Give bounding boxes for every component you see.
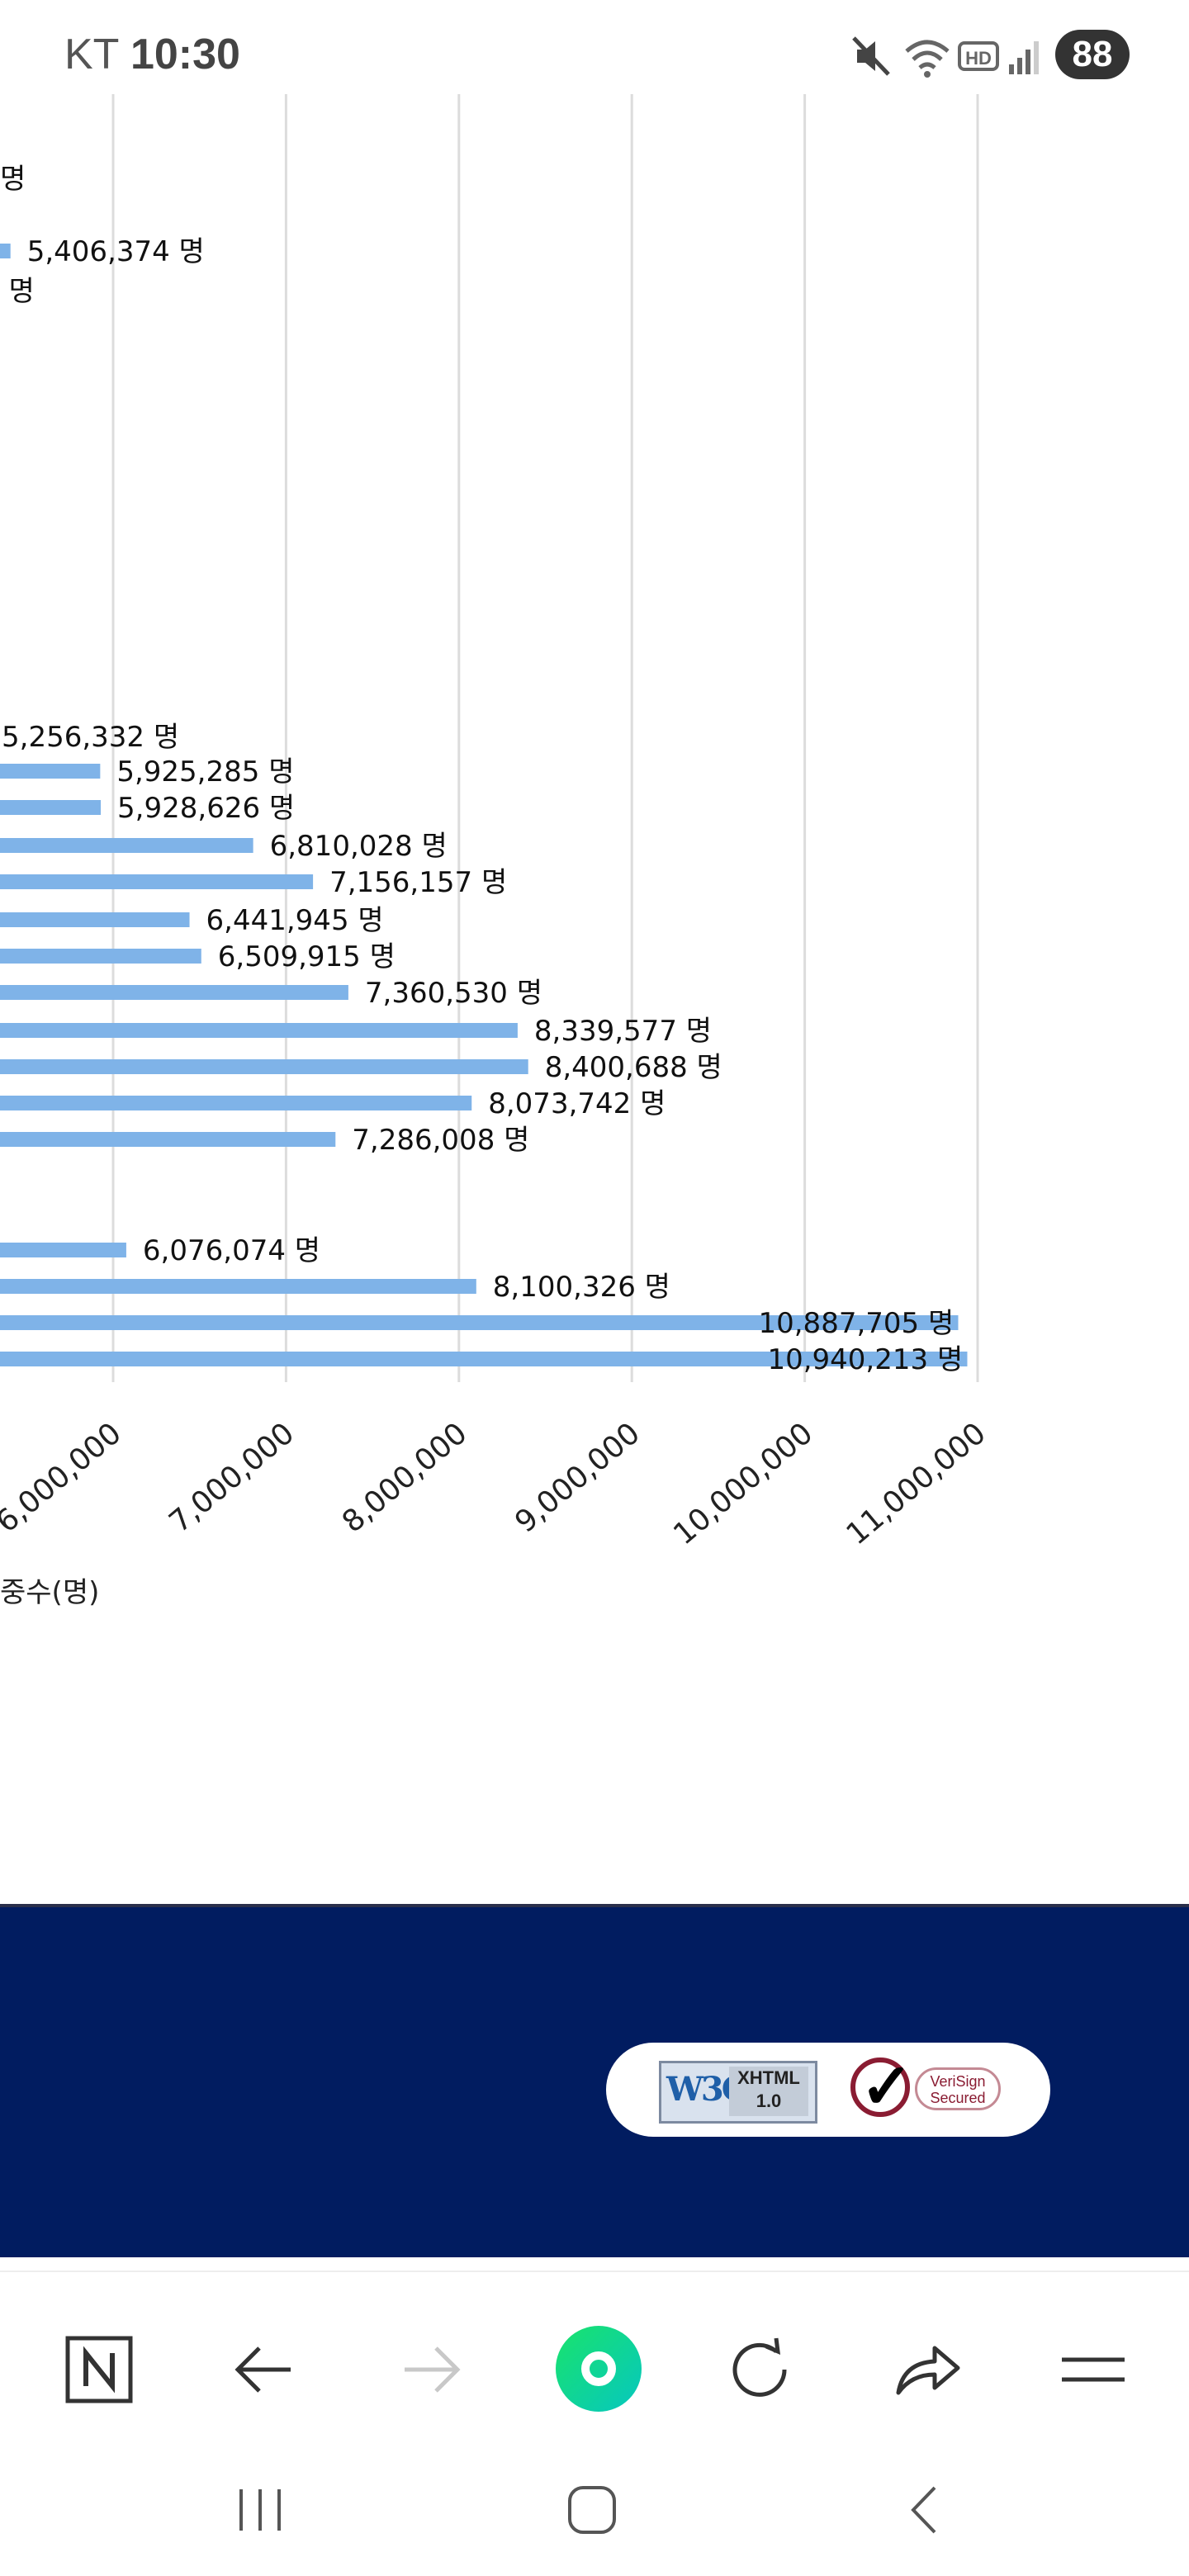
x-tick-label: 7,000,000 — [163, 1416, 301, 1539]
system-nav-bar — [0, 2460, 1189, 2576]
value-label: 5,406,374 명 — [27, 235, 205, 268]
x-axis-title: 중수(명) — [0, 1576, 99, 1609]
mute-icon — [852, 36, 890, 76]
x-tick-label: 11,000,000 — [841, 1416, 992, 1551]
xhtml-label: XHTML 1.0 — [729, 2067, 808, 2116]
recent-apps-icon[interactable] — [231, 2481, 289, 2539]
home-button-icon[interactable] — [563, 2481, 621, 2539]
bar — [0, 800, 102, 815]
bar — [0, 949, 201, 964]
value-label: 6,441,945 명 — [206, 904, 384, 937]
clock: 10:30 — [130, 31, 240, 78]
menu-icon[interactable] — [1052, 2328, 1135, 2411]
bar — [0, 1315, 959, 1330]
value-label: 5,928,626 명 — [117, 792, 295, 825]
bar — [0, 244, 11, 258]
back-nav-icon[interactable] — [897, 2481, 955, 2539]
bar — [0, 912, 190, 927]
share-icon[interactable] — [885, 2328, 968, 2411]
x-tick-labels: 6,000,000 7,000,000 8,000,000 9,000,000 10,0… — [0, 1416, 992, 1551]
value-label: 7,286,008 명 — [352, 1124, 529, 1157]
bar — [0, 985, 348, 1000]
value-label: 7,360,530 명 — [365, 977, 542, 1010]
x-tick-label: 8,000,000 — [336, 1416, 474, 1539]
bars — [0, 244, 968, 1366]
value-label: 6,076,074 명 — [143, 1234, 320, 1267]
value-label: 8,073,742 명 — [488, 1087, 666, 1120]
bar — [0, 1279, 476, 1294]
verisign-seal-icon — [850, 2057, 910, 2117]
value-label: 8,100,326 명 — [493, 1271, 670, 1304]
value-labels: 5,406,374 명 5,256,332 명5,925,285 명 5,928,6… — [2, 235, 963, 1376]
bar — [0, 1096, 472, 1110]
back-icon[interactable] — [223, 2328, 306, 2411]
value-label: 5,256,332 명 — [2, 721, 179, 754]
x-tick-label: 6,000,000 — [0, 1416, 128, 1539]
refresh-icon[interactable] — [718, 2328, 801, 2411]
partial-value-label: 2 명 — [0, 275, 35, 308]
partial-value-label: 명 — [0, 163, 26, 196]
bar — [0, 1243, 126, 1257]
x-tick-label: 9,000,000 — [509, 1416, 647, 1539]
hd-icon: HD — [958, 41, 999, 71]
carrier-label: KT — [64, 31, 119, 78]
signal-icon — [1009, 41, 1039, 74]
value-label: 10,887,705 명 — [758, 1307, 954, 1340]
carrier-time: KT 10:30 — [64, 30, 240, 79]
value-label: 5,925,285 명 — [116, 755, 294, 788]
grid-lines — [111, 94, 979, 1382]
svg-text:HD: HD — [965, 48, 992, 69]
bar — [0, 838, 253, 853]
value-label: 6,509,915 명 — [218, 940, 396, 973]
bar — [0, 1132, 336, 1147]
bar — [0, 1023, 518, 1038]
wifi-icon — [905, 40, 950, 78]
verisign-badge[interactable]: ✓ VeriSign Secured — [849, 2051, 1007, 2127]
w3c-xhtml-badge[interactable]: W3C XHTML 1.0 — [659, 2061, 817, 2124]
bar — [0, 1352, 968, 1366]
value-label: 8,400,688 명 — [545, 1051, 722, 1084]
bar — [0, 764, 101, 779]
home-icon[interactable] — [553, 2323, 644, 2414]
status-bar: KT 10:30 HD 88 — [0, 0, 1189, 99]
value-label: 10,940,213 명 — [767, 1343, 963, 1376]
forward-icon[interactable] — [390, 2328, 472, 2411]
verisign-label: VeriSign Secured — [915, 2067, 1001, 2110]
bar — [0, 1059, 528, 1074]
bar — [0, 874, 314, 889]
chart-svg: 5,406,374 명 5,256,332 명5,925,285 명 5,928,6… — [0, 94, 992, 1609]
value-label: 7,156,157 명 — [329, 866, 507, 899]
value-label: 6,810,028 명 — [270, 830, 448, 863]
x-tick-label: 10,000,000 — [667, 1416, 819, 1551]
value-label: 8,339,577 명 — [534, 1015, 712, 1048]
bar-chart: 5,406,374 명 5,256,332 명 5,925,285 명 5,928,6… — [0, 83, 1189, 1734]
naver-icon[interactable] — [58, 2328, 140, 2411]
battery-icon: 88 — [1055, 30, 1130, 79]
